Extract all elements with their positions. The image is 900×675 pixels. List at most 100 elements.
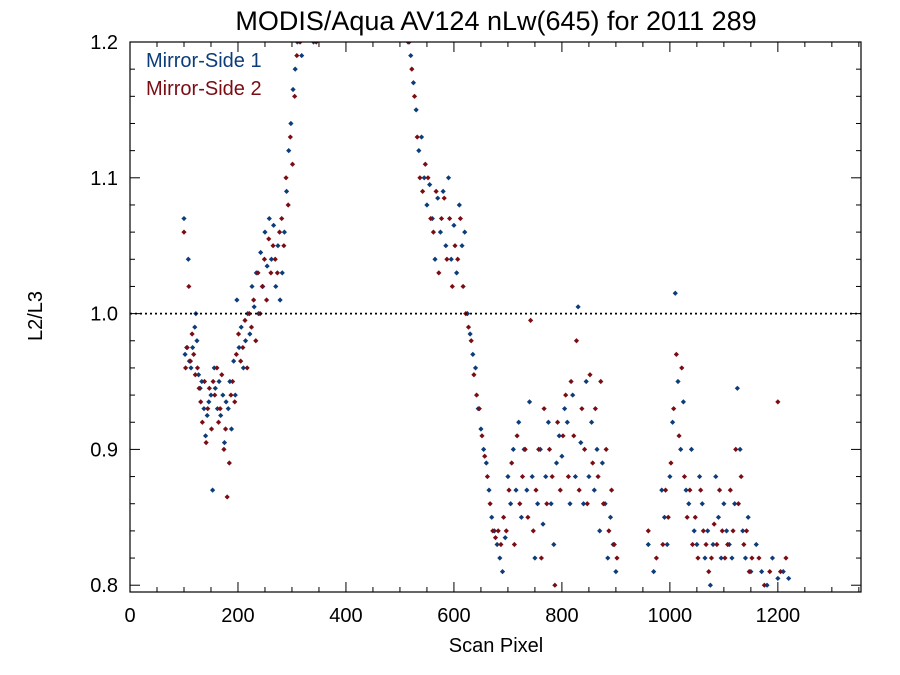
point-series1-49 [271,222,277,228]
point-series1-124 [570,392,576,398]
point-series2-111 [541,406,547,412]
point-series2-140 [653,555,659,561]
point-series1-33 [236,344,242,351]
point-series2-49 [274,270,280,276]
point-series2-152 [689,541,696,548]
point-series1-162 [710,541,716,548]
point-series1-31 [232,392,238,398]
point-series2-109 [536,446,542,453]
point-series1-117 [551,541,557,548]
point-series1-103 [513,487,519,493]
point-series1-141 [645,541,651,548]
point-series2-131 [595,473,601,480]
point-series2-81 [460,283,466,290]
y-axis-label: L2/L3 [25,291,47,341]
point-series2-42 [259,283,265,290]
point-series2-142 [662,487,669,493]
point-series2-11 [199,419,205,425]
point-series1-144 [661,514,668,520]
point-series2-9 [196,385,202,391]
point-series2-14 [205,406,211,412]
point-series2-73 [438,215,445,222]
point-series2-26 [226,460,232,466]
point-series2-32 [238,358,244,364]
point-series1-140 [613,569,619,575]
point-series1-66 [413,107,419,113]
point-series1-10 [195,372,202,378]
point-series1-53 [279,270,285,276]
point-series1-38 [247,331,253,337]
point-series1-12 [199,378,205,385]
point-series1-161 [707,582,713,588]
point-series1-91 [481,446,487,453]
point-series2-83 [465,324,472,330]
point-series2-122 [571,433,577,439]
point-series2-113 [546,446,553,453]
point-series1-96 [494,541,500,548]
point-series2-61 [406,42,412,45]
point-series2-20 [215,419,222,425]
point-series1-110 [532,555,538,561]
point-series2-145 [671,406,677,412]
x-tick-label: 800 [545,605,578,627]
point-series2-87 [476,406,482,412]
point-series2-148 [679,365,685,371]
point-series2-96 [500,514,507,520]
point-series2-23 [221,446,227,453]
point-series2-59 [297,42,303,45]
point-series2-50 [276,229,283,235]
point-series2-176 [761,582,767,588]
point-series2-130 [592,406,598,412]
point-series2-163 [719,528,725,534]
point-series2-105 [525,514,531,520]
point-series2-143 [665,514,671,520]
point-series1-118 [553,460,560,466]
point-series1-24 [220,392,226,398]
point-series1-70 [424,202,430,208]
point-series2-18 [212,392,218,398]
point-series1-21 [214,406,221,412]
point-series1-80 [451,222,457,228]
point-series2-84 [468,338,474,344]
point-series1-26 [223,399,229,405]
point-series2-120 [565,473,571,480]
point-series2-153 [692,514,698,520]
point-series2-57 [292,93,298,99]
point-series2-129 [590,460,596,466]
point-series1-6 [190,344,196,351]
point-series1-100 [505,473,511,480]
point-series2-35 [244,365,250,371]
point-series1-152 [683,487,689,493]
point-series2-76 [447,215,453,222]
point-series2-88 [479,433,485,439]
point-series2-103 [519,473,526,480]
point-series1-68 [418,134,425,140]
point-series1-126 [575,304,581,310]
x-tick-label: 200 [221,605,254,627]
point-series2-99 [509,460,515,466]
point-series2-128 [587,372,593,378]
point-series2-56 [289,161,296,167]
point-series1-0 [181,215,187,222]
y-tick-label: 1.2 [90,32,118,54]
point-series2-29 [232,399,238,405]
point-series1-13 [201,406,207,412]
point-series2-137 [611,541,617,548]
point-series1-45 [262,229,268,235]
point-series2-17 [210,378,216,385]
point-series2-37 [248,324,255,330]
point-series2-118 [560,433,566,439]
point-series1-175 [745,514,751,520]
point-series1-128 [580,501,587,507]
point-series1-30 [231,358,237,364]
point-series1-98 [499,569,506,575]
point-series2-154 [695,555,701,561]
point-series1-111 [535,501,541,507]
point-series2-139 [645,528,651,534]
point-series2-101 [514,433,520,439]
point-series2-149 [681,473,688,480]
point-series2-27 [228,392,234,398]
point-series1-172 [737,446,743,453]
point-series1-148 [672,290,678,296]
point-series1-169 [729,555,735,561]
